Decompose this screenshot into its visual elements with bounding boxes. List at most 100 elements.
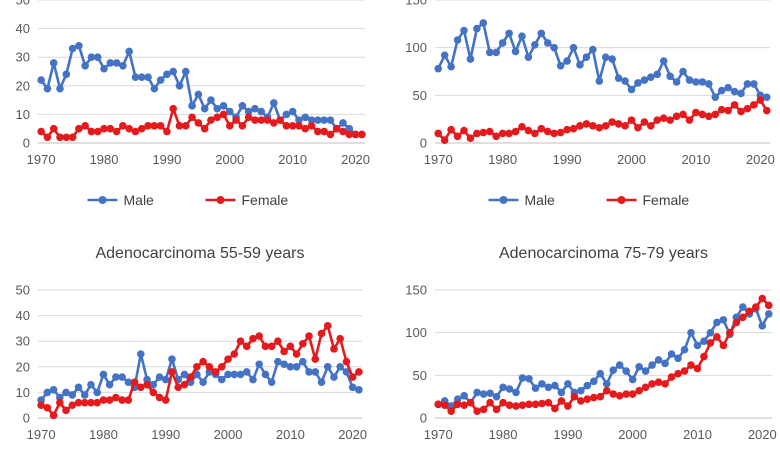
data-point-female [661, 380, 669, 388]
y-tick-label: 20 [16, 359, 30, 374]
data-point-male [330, 373, 338, 381]
data-point-male [764, 310, 773, 318]
data-point-male [80, 391, 89, 399]
data-point-male [137, 73, 146, 82]
chart-panel-1: 0 10 20 30 40 50 1970 1980 1990 2000 2010 2020 Male F… [16, 0, 370, 208]
data-point-female [543, 127, 552, 136]
data-point-male [654, 356, 663, 364]
data-point-female [750, 101, 758, 109]
data-point-male [49, 59, 58, 67]
data-point-female [525, 400, 533, 409]
data-point-male [609, 366, 618, 375]
series-line-male [437, 21, 768, 99]
data-point-male [305, 368, 313, 376]
data-point-male [473, 388, 481, 397]
data-point-female [213, 113, 222, 122]
data-point-female [348, 373, 357, 381]
data-point-female [628, 390, 637, 398]
data-point-male [758, 322, 767, 330]
data-point-male [320, 116, 328, 124]
data-point-male [717, 86, 726, 95]
data-point-male [288, 107, 297, 116]
data-point-female [49, 411, 58, 420]
data-point-male [556, 61, 565, 70]
data-point-male [505, 385, 514, 393]
y-tick-label: 100 [405, 325, 427, 340]
data-point-female [161, 396, 170, 404]
data-point-male [317, 378, 326, 386]
data-point-female [756, 96, 765, 104]
x-tick-label: 2020 [746, 152, 775, 167]
data-point-female [106, 124, 115, 133]
legend-marker-male [499, 196, 508, 204]
data-point-male [737, 89, 745, 98]
data-point-female [144, 122, 152, 130]
y-tick-label: 40 [16, 308, 30, 323]
data-point-female [589, 393, 598, 402]
data-point-female [180, 380, 189, 389]
data-point-female [351, 130, 360, 139]
data-point-male [525, 374, 533, 383]
data-point-male [563, 57, 571, 65]
data-point-female [460, 401, 468, 410]
data-point-male [479, 19, 488, 27]
y-tick-label: 0 [23, 136, 30, 151]
data-point-female [232, 116, 240, 124]
data-point-male [719, 316, 728, 324]
data-point-male [672, 78, 681, 86]
data-point-male [156, 76, 165, 84]
legend-label-male: Male [124, 192, 155, 208]
data-point-female [56, 398, 64, 407]
data-point-female [305, 332, 313, 340]
data-point-male [473, 24, 481, 33]
data-point-male [440, 51, 449, 60]
data-point-female [762, 106, 771, 115]
data-point-male [249, 375, 257, 384]
data-point-female [186, 373, 195, 381]
data-point-male [301, 113, 310, 122]
data-point-female [149, 388, 158, 397]
data-point-female [434, 129, 443, 138]
data-point-male [87, 380, 95, 389]
data-point-male [75, 41, 83, 50]
data-point-male [314, 116, 322, 124]
data-point-female [737, 107, 745, 116]
data-point-male [37, 76, 45, 84]
data-point-female [666, 116, 674, 124]
data-point-male [434, 64, 443, 73]
data-point-female [739, 313, 747, 322]
x-tick-label: 2020 [748, 427, 777, 442]
data-point-female [687, 361, 695, 369]
x-tick-label: 2010 [683, 427, 712, 442]
data-point-female [713, 333, 721, 341]
data-point-male [280, 360, 288, 369]
data-point-male [724, 83, 732, 92]
data-point-male [74, 383, 83, 392]
data-point-male [486, 389, 494, 398]
data-point-female [181, 122, 190, 130]
data-point-male [653, 70, 662, 79]
data-point-female [576, 122, 584, 130]
data-point-male [251, 104, 259, 113]
data-point-female [87, 398, 95, 407]
data-point-female [672, 112, 681, 121]
data-point-male [163, 70, 171, 79]
data-point-female [505, 129, 513, 138]
x-tick-label: 1970 [27, 152, 56, 167]
data-point-female [453, 400, 462, 409]
data-point-female [479, 405, 488, 414]
data-point-male [511, 47, 520, 56]
data-point-female [242, 342, 251, 351]
x-tick-label: 2010 [276, 427, 305, 442]
data-point-female [505, 401, 514, 410]
data-point-female [524, 126, 533, 135]
data-point-male [307, 116, 316, 124]
data-point-female [299, 339, 307, 348]
data-point-male [706, 328, 715, 337]
data-point-female [531, 129, 539, 138]
data-point-female [745, 307, 754, 316]
data-point-female [93, 398, 101, 407]
data-point-male [700, 337, 708, 346]
data-point-female [163, 127, 171, 136]
data-point-male [218, 375, 226, 384]
